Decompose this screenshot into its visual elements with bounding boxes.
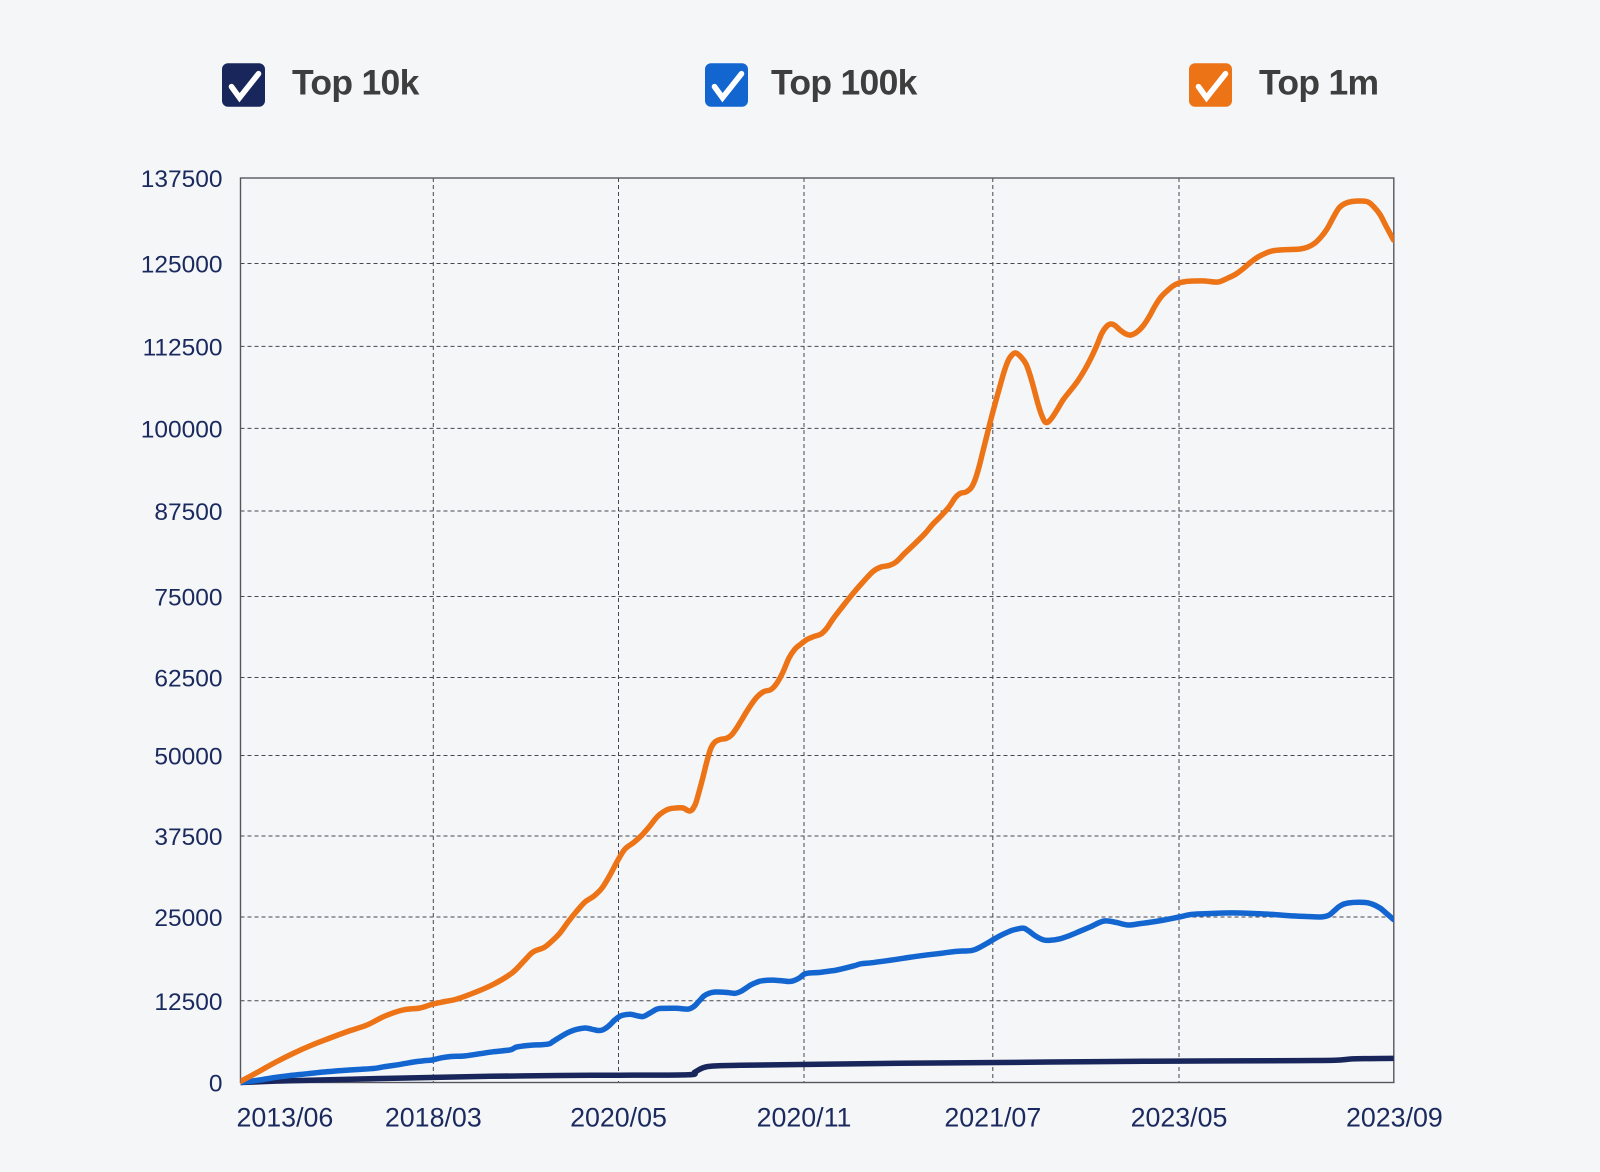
svg-text:12500: 12500: [154, 989, 222, 1016]
svg-text:75000: 75000: [154, 585, 222, 612]
svg-text:25000: 25000: [154, 905, 222, 932]
svg-text:Top 10k: Top 10k: [292, 63, 420, 103]
svg-text:2023/05: 2023/05: [1131, 1103, 1228, 1133]
svg-text:125000: 125000: [141, 252, 223, 279]
svg-text:Top 1m: Top 1m: [1259, 63, 1378, 103]
svg-text:62500: 62500: [154, 666, 222, 693]
svg-text:2020/11: 2020/11: [757, 1103, 852, 1133]
svg-text:112500: 112500: [143, 334, 223, 361]
svg-text:100000: 100000: [141, 416, 223, 443]
svg-text:2023/09: 2023/09: [1346, 1103, 1443, 1133]
svg-text:2018/03: 2018/03: [385, 1103, 482, 1133]
svg-text:2021/07: 2021/07: [944, 1103, 1041, 1133]
svg-text:2020/05: 2020/05: [570, 1103, 667, 1133]
svg-text:87500: 87500: [154, 499, 222, 526]
svg-text:Top 100k: Top 100k: [771, 63, 918, 103]
svg-text:37500: 37500: [154, 824, 222, 851]
svg-text:2013/06: 2013/06: [236, 1103, 333, 1133]
svg-text:137500: 137500: [141, 166, 223, 193]
svg-text:50000: 50000: [154, 744, 222, 771]
svg-text:0: 0: [209, 1071, 223, 1098]
